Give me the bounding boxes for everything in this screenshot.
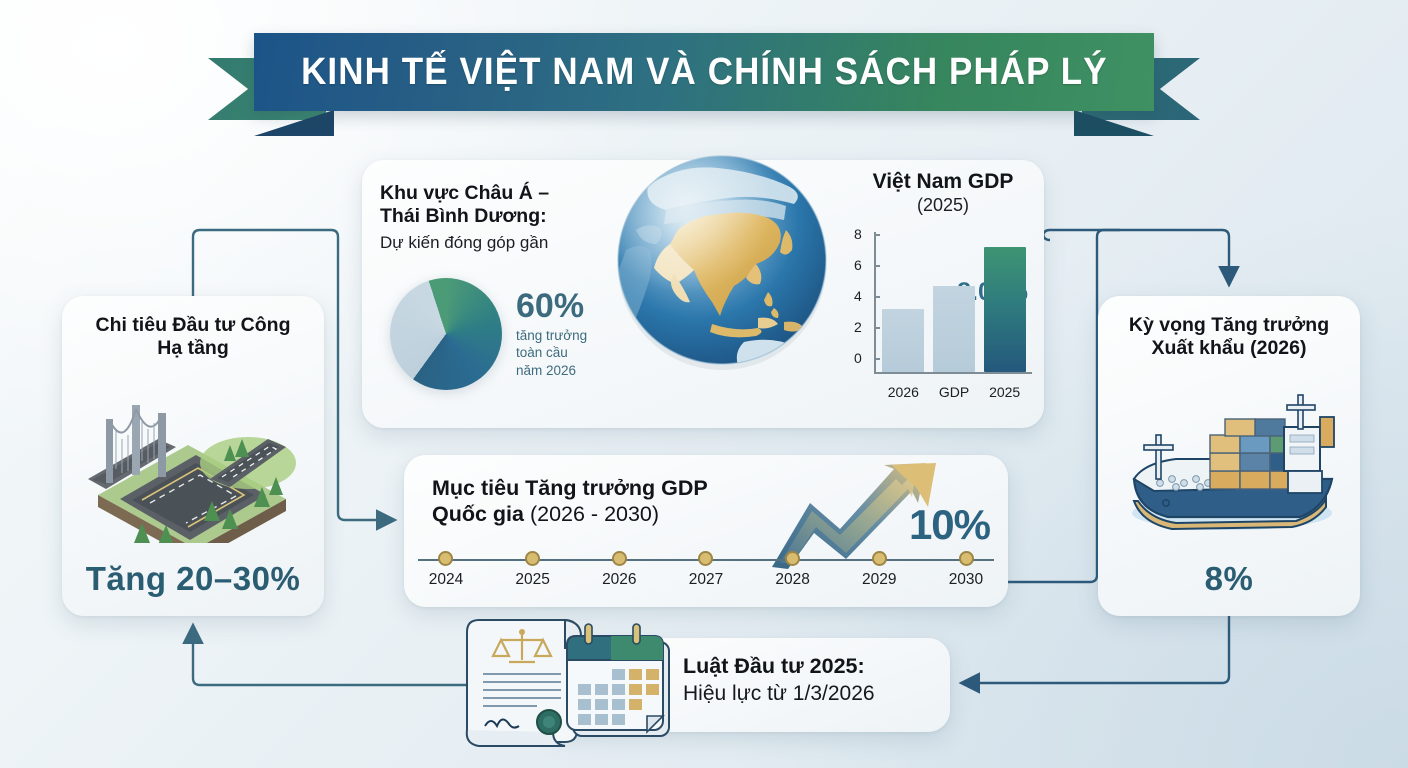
asia-pacific-block: Khu vực Châu Á – Thái Bình Dương: Dự kiế… (380, 182, 608, 253)
apac-title-line-1: Khu vực Châu Á – (380, 182, 550, 204)
gdp-target-title-line-1: Mục tiêu Tăng trưởng GDP (432, 476, 708, 500)
page-title: KINH TẾ VIỆT NAM VÀ CHÍNH SÁCH PHÁP LÝ (300, 50, 1108, 93)
x-tick-2026: 2026 (887, 384, 919, 400)
pie-caption-line-2: toàn cầu (516, 345, 568, 361)
card-public-investment[interactable]: Chi tiêu Đầu tư Công Hạ tầng (62, 296, 324, 616)
timeline-year-2024: 2024 (428, 571, 464, 588)
header-banner: KINH TẾ VIỆT NAM VÀ CHÍNH SÁCH PHÁP LÝ (208, 33, 1200, 137)
vietnam-gdp-subtitle: (2025) (916, 195, 970, 215)
timeline-year-2030: 2030 (948, 571, 984, 588)
gdp-target-percent: 10% (908, 501, 991, 548)
apac-title-line-2: Thái Bình Dương: (380, 205, 547, 228)
bar-rect (932, 285, 975, 372)
timeline-year-2026: 2026 (602, 571, 637, 588)
y-tick-0: 0 (854, 350, 880, 366)
y-tick-8: 8 (854, 226, 880, 242)
gdp-target-title-line-2: Quốc gia (432, 502, 524, 527)
bar-GDP (932, 285, 975, 372)
pie-caption-line-3: năm 2026 (516, 362, 577, 378)
timeline-year-2029: 2029 (862, 571, 897, 588)
pie-caption: tăng trưởng toàn cầu năm 2026 (516, 327, 587, 379)
timeline-year-2025: 2025 (515, 571, 550, 588)
card-public-investment-title: Chi tiêu Đầu tư Công Hạ tầng (62, 296, 324, 359)
timeline-year-labels: 2024 2025 2026 2027 2028 2029 2030 (418, 571, 994, 589)
bar-rect (882, 309, 925, 372)
export-title-line-1: Kỳ vọng Tăng trưởng (1128, 314, 1330, 336)
x-axis (874, 372, 1032, 374)
export-title-line-2: Xuất khẩu (2026) (1151, 336, 1307, 359)
card-gdp-target[interactable]: Mục tiêu Tăng trưởng GDP Quốc gia (2026 … (404, 455, 1008, 607)
vietnam-gdp-chart-block: Việt Nam GDP (2025) 8.02% 0 2 4 6 8 2026… (852, 170, 1034, 408)
card-asia-pacific-gdp[interactable]: Khu vực Châu Á – Thái Bình Dương: Dự kiế… (362, 155, 1044, 428)
title-line-2: Hạ tầng (157, 336, 229, 359)
export-growth-figure: 8% (1204, 560, 1254, 597)
timeline-dot-2026[interactable] (611, 551, 627, 566)
y-axis (874, 232, 876, 374)
investment-law-line-2: Hiệu lực từ 1/3/2026 (683, 682, 875, 705)
asia-pacific-subtitle: Dự kiến đóng góp gần (380, 232, 549, 252)
card-investment-law[interactable]: Luật Đầu tư 2025: Hiệu lực từ 1/3/2026 (465, 618, 950, 747)
title-line-1: Chi tiêu Đầu tư Công (95, 314, 291, 336)
x-tick-GDP: GDP (938, 384, 970, 400)
public-investment-figure: Tăng 20–30% (85, 560, 301, 597)
asia-pacific-title: Khu vực Châu Á – Thái Bình Dương: (380, 182, 608, 229)
timeline-dot-2028[interactable] (785, 551, 801, 566)
bar-2026 (882, 309, 925, 372)
investment-law-line-1: Luật Đầu tư 2025: (683, 654, 865, 678)
timeline-dot-2030[interactable] (958, 551, 974, 566)
timeline-dot-2024[interactable] (438, 551, 453, 566)
container-ship-icon (1098, 378, 1360, 548)
growth-arrow-up-icon (766, 463, 956, 569)
vietnam-gdp-title: Việt Nam GDP (872, 170, 1014, 193)
investment-law-text: Luật Đầu tư 2025: Hiệu lực từ 1/3/2026 (683, 654, 875, 706)
globe-asia-pacific-icon (608, 146, 836, 374)
pie-chart-graphic (390, 278, 502, 390)
y-tick-2: 2 (854, 319, 880, 335)
bar-rect (983, 247, 1026, 372)
timeline-dot-2029[interactable] (872, 551, 888, 566)
pie-caption-line-1: tăng trưởng (516, 328, 588, 344)
legal-scroll-scales-icon (461, 612, 681, 752)
bar-2025 (983, 247, 1026, 372)
y-tick-6: 6 (854, 257, 880, 273)
banner-plate: KINH TẾ VIỆT NAM VÀ CHÍNH SÁCH PHÁP LÝ (254, 33, 1154, 111)
x-tick-2025: 2025 (989, 384, 1021, 400)
card-export-growth[interactable]: Kỳ vọng Tăng trưởng Xuất khẩu (2026) (1098, 296, 1360, 616)
gdp-target-period: (2026 - 2030) (529, 502, 660, 527)
bridge-road-isometric-icon (62, 378, 324, 548)
bar-group (878, 232, 1030, 372)
gdp-target-title: Mục tiêu Tăng trưởng GDP Quốc gia (2026 … (432, 475, 708, 527)
timeline-dot-2027[interactable] (698, 551, 714, 566)
card-export-growth-title: Kỳ vọng Tăng trưởng Xuất khẩu (2026) (1098, 296, 1360, 359)
pie-percent-value: 60% (516, 287, 585, 326)
global-growth-pie-chart: 60% tăng trưởng toàn cầu năm 2026 (390, 278, 587, 390)
timeline-year-2027: 2027 (688, 571, 724, 588)
timeline-dot-2025[interactable] (524, 551, 540, 566)
timeline-year-2028: 2028 (775, 571, 810, 588)
y-tick-4: 4 (854, 288, 880, 304)
x-tick-labels: 2026 GDP 2025 (878, 384, 1030, 400)
